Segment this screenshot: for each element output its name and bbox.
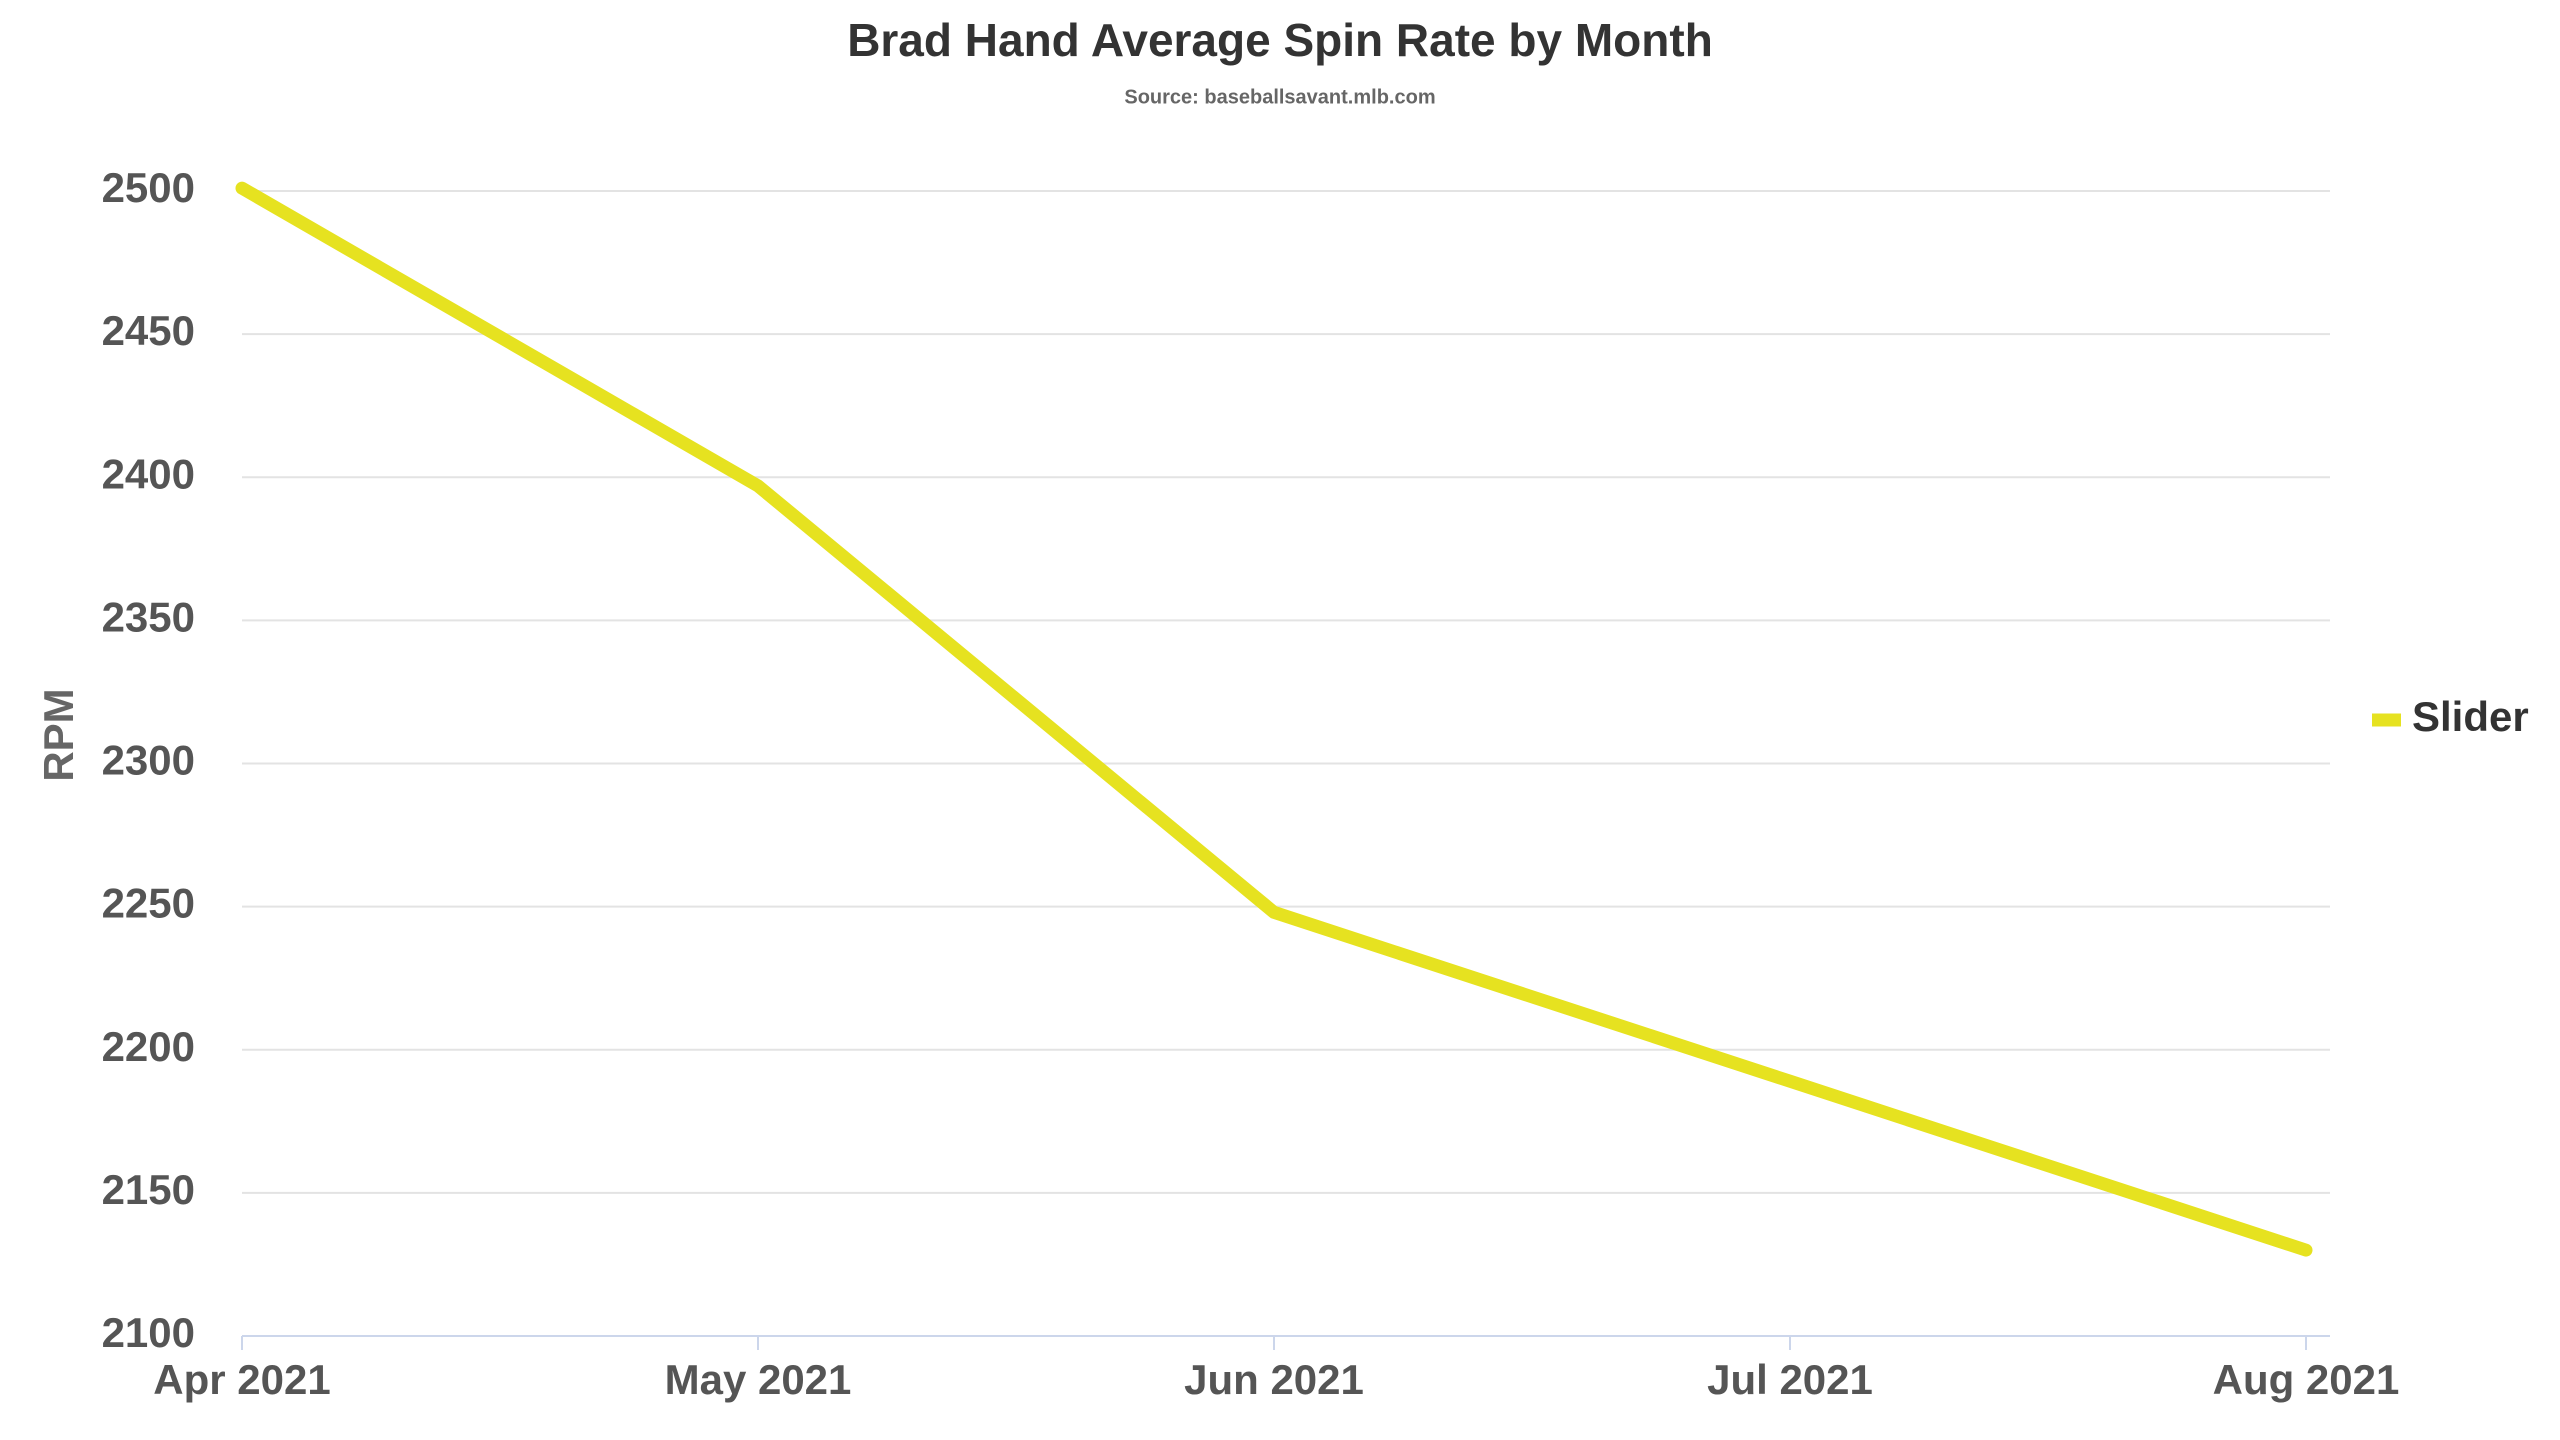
y-tick-label: 2250: [102, 880, 195, 927]
y-tick-label: 2500: [102, 164, 195, 211]
y-tick-label: 2400: [102, 450, 195, 497]
chart-title: Brad Hand Average Spin Rate by Month: [847, 14, 1713, 66]
x-tick-label: Jul 2021: [1707, 1356, 1873, 1403]
x-tick-label: Aug 2021: [2213, 1356, 2400, 1403]
y-tick-label: 2450: [102, 307, 195, 354]
y-tick-label: 2350: [102, 593, 195, 640]
y-axis-title: RPM: [35, 688, 82, 781]
legend-label: Slider: [2412, 693, 2529, 740]
y-tick-label: 2150: [102, 1166, 195, 1213]
y-tick-label: 2300: [102, 737, 195, 784]
series-line: [235, 181, 2313, 1257]
x-tick-label: May 2021: [665, 1356, 852, 1403]
y-tick-label: 2200: [102, 1023, 195, 1070]
chart-subtitle: Source: baseballsavant.mlb.com: [1124, 86, 1435, 108]
x-tick-label: Jun 2021: [1184, 1356, 1364, 1403]
x-tick-label: Apr 2021: [153, 1356, 330, 1403]
y-tick-label: 2100: [102, 1309, 195, 1356]
